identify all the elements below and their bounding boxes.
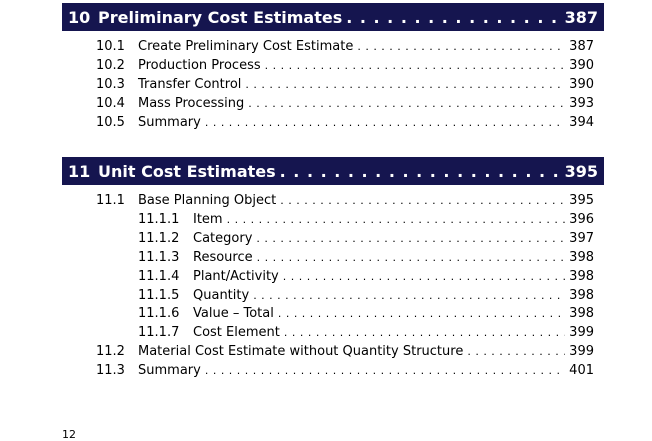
entry-number: 11.1.4 [138,269,180,284]
toc-entry-10-5[interactable]: 10.5 Summary 394 [96,114,594,132]
toc-entry-11-1-5[interactable]: 11.1.5 Quantity 398 [138,287,594,305]
entry-number: 10.2 [96,58,125,73]
dot-leader [278,305,565,323]
toc-entry-11-2[interactable]: 11.2 Material Cost Estimate without Quan… [96,343,594,361]
toc-entry-11-1-4[interactable]: 11.1.4 Plant/Activity 398 [138,268,594,286]
dot-leader [257,249,566,267]
page-number: 12 [62,428,76,441]
entry-title: Item [193,212,223,227]
entry-page: 390 [569,58,594,73]
toc-entry-11-3[interactable]: 11.3 Summary 401 [96,362,594,380]
toc-entry-11-1-2[interactable]: 11.1.2 Category 397 [138,230,594,248]
entry-page: 398 [569,250,594,265]
entry-page: 398 [569,269,594,284]
entry-title: Production Process [138,58,261,73]
entry-title: Mass Processing [138,96,245,111]
dot-leader [227,211,566,229]
entry-page: 395 [569,193,594,208]
toc-entry-10-1[interactable]: 10.1 Create Preliminary Cost Estimate 38… [96,38,594,56]
toc-entry-11-1-7[interactable]: 11.1.7 Cost Element 399 [138,324,594,342]
entry-number: 11.1.1 [138,212,180,227]
dot-leader [346,8,560,27]
entry-title: Cost Element [193,325,280,340]
entry-number: 11.1.7 [138,325,180,340]
entry-title: Summary [138,115,201,130]
dot-leader [245,76,565,94]
entry-page: 401 [569,363,594,378]
entry-number: 10.5 [96,115,125,130]
entry-number: 10.4 [96,96,125,111]
entry-page: 387 [569,39,594,54]
dot-leader [253,287,565,305]
dot-leader [256,230,565,248]
dot-leader [205,362,565,380]
entry-page: 399 [569,325,594,340]
dot-leader [205,114,565,132]
entry-title: Base Planning Object [138,193,277,208]
chapter-title: Unit Cost Estimates [98,161,276,181]
entry-title: Plant/Activity [193,269,279,284]
entry-title: Summary [138,363,201,378]
toc-entry-11-1-1[interactable]: 11.1.1 Item 396 [138,211,594,229]
entry-page: 398 [569,306,594,321]
entry-number: 11.1.2 [138,231,180,246]
entry-number: 11.1.5 [138,288,180,303]
chapter-page: 395 [564,161,598,181]
dot-leader [283,268,565,286]
dot-leader [357,38,565,56]
entry-title: Resource [193,250,253,265]
toc-entry-11-1-3[interactable]: 11.1.3 Resource 398 [138,249,594,267]
dot-leader [284,324,565,342]
entry-page: 396 [569,212,594,227]
toc-entry-10-3[interactable]: 10.3 Transfer Control 390 [96,76,594,94]
toc-entry-11-1[interactable]: 11.1 Base Planning Object 395 [96,192,594,210]
entry-number: 11.2 [96,344,125,359]
entry-title: Quantity [193,288,250,303]
chapter-header-10[interactable]: 10 Preliminary Cost Estimates 387 [62,3,604,31]
entry-page: 394 [569,115,594,130]
entry-number: 11.1 [96,193,125,208]
entry-number: 11.1.3 [138,250,180,265]
chapter-header-11[interactable]: 11 Unit Cost Estimates 395 [62,157,604,185]
entry-title: Transfer Control [138,77,242,92]
entry-number: 10.1 [96,39,125,54]
chapter-number: 10 [68,7,91,27]
toc-entry-11-1-6[interactable]: 11.1.6 Value – Total 398 [138,305,594,323]
dot-leader [248,95,565,113]
toc-entry-10-2[interactable]: 10.2 Production Process 390 [96,57,594,75]
dot-leader [265,57,566,75]
chapter-number: 11 [68,161,91,181]
entry-title: Create Preliminary Cost Estimate [138,39,354,54]
entry-page: 397 [569,231,594,246]
dot-leader [280,162,561,181]
chapter-page: 387 [564,7,598,27]
entry-number: 10.3 [96,77,125,92]
toc-entry-10-4[interactable]: 10.4 Mass Processing 393 [96,95,594,113]
dot-leader [467,343,565,361]
dot-leader [280,192,565,210]
entry-page: 398 [569,288,594,303]
entry-title: Value – Total [193,306,274,321]
entry-number: 11.3 [96,363,125,378]
chapter-title: Preliminary Cost Estimates [98,7,343,27]
entry-page: 399 [569,344,594,359]
entry-title: Category [193,231,253,246]
entry-number: 11.1.6 [138,306,180,321]
entry-page: 393 [569,96,594,111]
entry-page: 390 [569,77,594,92]
entry-title: Material Cost Estimate without Quantity … [138,344,464,359]
